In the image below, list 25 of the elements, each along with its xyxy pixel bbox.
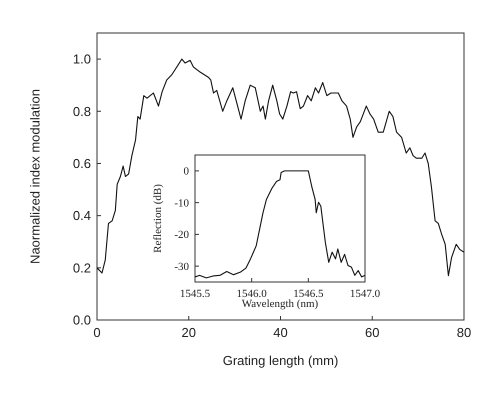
y-tick-label: 0.4 bbox=[72, 208, 91, 224]
x-tick-label: 1547.0 bbox=[350, 288, 381, 300]
y-tick-label: 0.2 bbox=[72, 260, 91, 276]
x-tick-label: 1545.5 bbox=[180, 288, 211, 300]
x-tick-label: 20 bbox=[182, 325, 196, 340]
x-axis-title: Wavelength (nm) bbox=[242, 298, 319, 310]
y-tick-label: 1.0 bbox=[72, 52, 91, 67]
x-tick-label: 40 bbox=[273, 325, 288, 340]
y-tick-label: 0.0 bbox=[72, 312, 91, 328]
x-axis-title: Grating length (mm) bbox=[222, 353, 338, 368]
x-tick-label: 1546.5 bbox=[293, 288, 324, 300]
x-tick-label: 60 bbox=[365, 325, 380, 340]
y-axis-title: Naormalized index modulation bbox=[28, 89, 43, 264]
y-tick-label: -10 bbox=[174, 197, 190, 210]
y-tick-label: 0.8 bbox=[72, 104, 91, 119]
x-tick-label: 1546.0 bbox=[236, 288, 268, 300]
y-tick-label: 0.6 bbox=[72, 156, 91, 172]
y-tick-label: 0 bbox=[184, 166, 190, 178]
y-tick-label: -20 bbox=[174, 229, 190, 242]
line-series bbox=[194, 170, 366, 278]
y-axis-title: Reflection (dB) bbox=[152, 184, 164, 253]
x-tick-label: 80 bbox=[456, 325, 472, 340]
x-tick-label: 0 bbox=[93, 325, 101, 340]
line-series bbox=[96, 58, 465, 276]
y-tick-label: -30 bbox=[174, 260, 190, 273]
